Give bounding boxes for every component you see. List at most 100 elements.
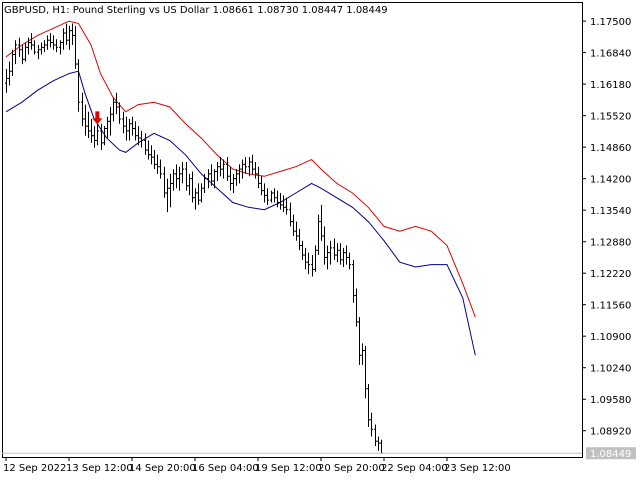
y-tick-label: 1.16180 <box>590 80 631 91</box>
ohlc-bar <box>55 39 58 53</box>
ohlc-bar <box>207 169 210 189</box>
ohlc-bar <box>115 92 118 115</box>
ohlc-bar <box>150 145 153 165</box>
ohlc-bar <box>33 40 36 55</box>
ohlc-bar <box>226 157 229 182</box>
ohlc-bar <box>263 183 266 203</box>
ohlc-bar <box>311 255 314 277</box>
x-tick-label: 22 Sep 04:00 <box>381 463 448 474</box>
ohlc-bar <box>14 40 17 65</box>
ohlc-bar <box>40 42 43 55</box>
ohlc-bar <box>326 245 329 270</box>
ohlc-bar <box>361 343 364 365</box>
y-tick-label: 1.16840 <box>590 49 631 60</box>
ohlc-bar <box>345 245 348 265</box>
ohlc-bar <box>329 240 332 265</box>
ohlc-bar <box>257 166 260 189</box>
ohlc-bar <box>254 161 257 179</box>
ohlc-bar <box>59 40 62 55</box>
ohlc-bar <box>77 59 80 112</box>
ohlc-bar <box>342 247 345 267</box>
y-tick-label: 1.08920 <box>590 427 631 438</box>
ohlc-bar <box>90 118 93 143</box>
ohlc-bar <box>137 126 140 146</box>
ohlc-bar <box>380 439 383 454</box>
ohlc-bar <box>5 68 8 93</box>
ohlc-bar <box>131 116 134 136</box>
ohlc-bar <box>355 288 358 327</box>
ohlc-bar <box>216 161 219 182</box>
ohlc-bar <box>200 183 203 203</box>
y-tick-label: 1.15520 <box>590 112 631 123</box>
ohlc-bar <box>178 166 181 191</box>
ohlc-bar <box>323 226 326 265</box>
ohlc-bar <box>87 111 90 139</box>
x-tick-label: 20 Sep 20:00 <box>318 463 385 474</box>
ohlc-bar <box>30 33 33 50</box>
ohlc-bar <box>188 173 191 196</box>
price-bars-layer <box>5 23 383 454</box>
ohlc-bar <box>159 159 162 179</box>
ohlc-bar <box>295 221 298 241</box>
ohlc-bar <box>197 183 200 205</box>
ohlc-bar <box>260 176 263 196</box>
ohlc-bar <box>210 164 213 186</box>
y-tick-label: 1.13540 <box>590 206 631 217</box>
ohlc-bar <box>279 192 282 210</box>
ohlc-bar <box>219 157 222 177</box>
ohlc-bar <box>364 345 367 399</box>
ohlc-bar <box>317 214 320 256</box>
ohlc-bar <box>358 317 361 365</box>
ohlc-bar <box>93 126 96 148</box>
ohlc-bar <box>166 178 169 213</box>
ohlc-bar <box>96 121 99 146</box>
ohlc-bar <box>81 92 84 127</box>
ohlc-bar <box>128 118 131 141</box>
ohlc-bar <box>285 197 288 215</box>
ohlc-bar <box>122 111 125 134</box>
x-tick-label: 12 Sep 2022 <box>3 463 66 474</box>
ohlc-bar <box>270 190 273 203</box>
ohlc-bar <box>304 247 307 270</box>
ohlc-bar <box>43 40 46 53</box>
ohlc-bar <box>244 157 247 174</box>
y-tick-label: 1.14860 <box>590 143 631 154</box>
ohlc-bar <box>241 159 244 179</box>
ohlc-bar <box>112 97 115 122</box>
ohlc-bar <box>289 202 292 227</box>
plot-frame <box>2 2 583 458</box>
ohlc-bar <box>367 383 370 427</box>
ohlc-bar <box>144 133 147 155</box>
ohlc-bar <box>147 140 150 160</box>
ohlc-bar <box>18 37 21 57</box>
ohlc-bar <box>109 107 112 136</box>
ohlc-bar <box>169 173 172 208</box>
ohlc-bar <box>251 154 254 174</box>
ohlc-bar <box>65 23 68 45</box>
ohlc-bar <box>352 259 355 303</box>
ohlc-bar <box>185 161 188 191</box>
ohlc-bar <box>52 35 55 50</box>
y-tick-label: 1.14200 <box>590 175 631 186</box>
ohlc-bar <box>181 161 184 184</box>
sell-arrow-icon <box>92 111 103 125</box>
ohlc-bar <box>134 121 137 141</box>
ohlc-bar <box>62 28 65 50</box>
ohlc-bar <box>232 173 235 193</box>
ohlc-bar <box>106 116 109 139</box>
x-tick-label: 16 Sep 04:00 <box>192 463 259 474</box>
ohlc-bar <box>276 190 279 208</box>
ohlc-bar <box>46 35 49 50</box>
ohlc-bar <box>125 116 128 141</box>
ohlc-bar <box>348 252 351 270</box>
ohlc-bar <box>377 436 380 451</box>
ohlc-bar <box>203 173 206 193</box>
x-tick-label: 19 Sep 12:00 <box>255 463 322 474</box>
ohlc-bar <box>68 25 71 50</box>
ohlc-bar <box>24 42 27 62</box>
ohlc-bar <box>153 150 156 170</box>
ohlc-bar <box>292 214 295 236</box>
x-tick-label: 13 Sep 12:00 <box>66 463 133 474</box>
ohlc-bar <box>100 123 103 151</box>
ohlc-bar <box>282 195 285 213</box>
